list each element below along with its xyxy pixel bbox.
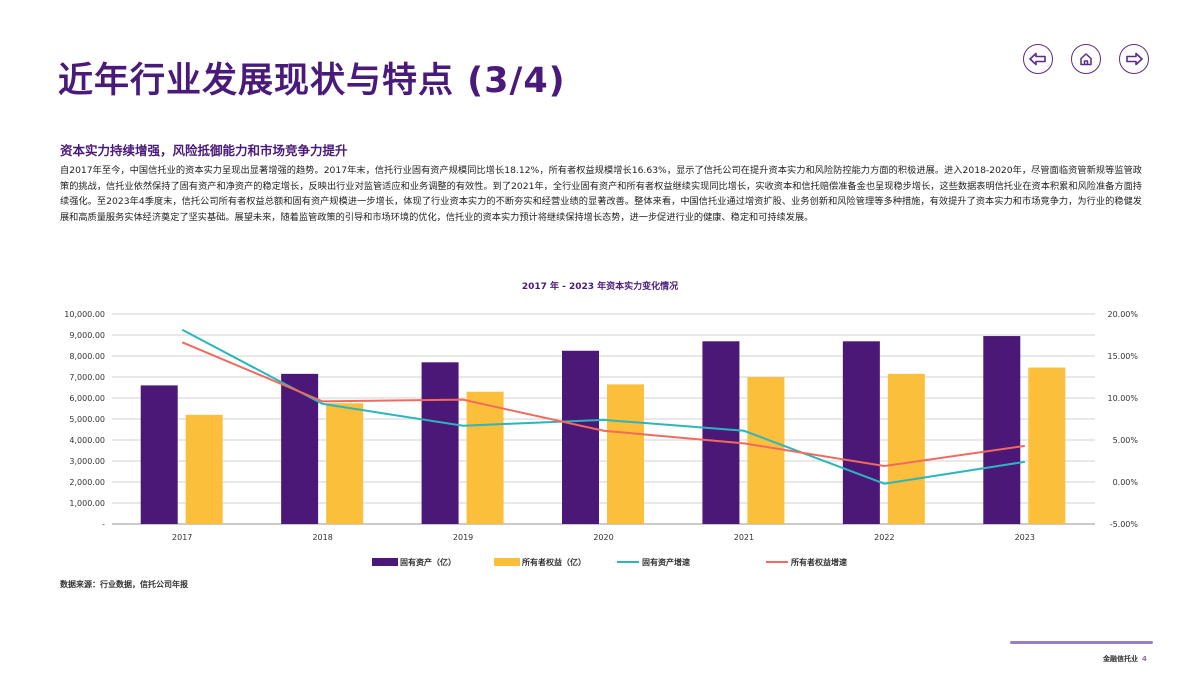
bar-owners-equity [466,391,504,524]
footer-divider [1010,641,1153,644]
legend-swatch [372,558,398,566]
arrow-left-icon [1029,52,1046,66]
home-icon [1080,53,1092,66]
chart-title: 2017 年 - 2023 年资本实力变化情况 [521,282,679,292]
footer-brand: 金融信托业 [1103,655,1138,663]
right-tick-label: 20.00% [1107,310,1138,319]
x-tick-label: 2019 [453,533,473,542]
home-button[interactable] [1071,44,1101,74]
left-tick-label: 4,000.00 [69,436,105,445]
left-tick-label: 10,000.00 [64,310,105,319]
legend-label: 固有资产（亿） [400,557,456,567]
left-tick-label: 3,000.00 [69,457,105,466]
data-source: 数据来源：行业数据，信托公司年报 [60,580,188,589]
legend-label: 所有者权益（亿） [521,557,586,567]
x-tick-label: 2017 [172,533,192,542]
left-tick-label: 5,000.00 [69,415,105,424]
right-tick-label: 15.00% [1107,352,1138,361]
bar-fixed-assets [562,350,599,524]
bar-owners-equity [607,384,644,524]
bar-owners-equity [1028,367,1066,524]
page-title: 近年行业发展现状与特点 (3/4) [58,61,566,101]
left-tick-label: 6,000.00 [69,394,105,403]
footer: 金融信托业 4 [1103,654,1147,664]
right-tick-label: 10.00% [1107,394,1138,403]
x-tick-label: 2018 [312,533,332,542]
left-tick-label: 9,000.00 [69,331,105,340]
bar-owners-equity [185,414,223,524]
right-tick-label: -5.00% [1110,520,1139,529]
bar-owners-equity [747,377,785,524]
right-tick-label: 5.00% [1113,436,1139,445]
x-tick-label: 2023 [1015,533,1035,542]
bar-fixed-assets [421,362,459,524]
bar-owners-equity [326,403,364,524]
legend-swatch [494,558,520,566]
bar-fixed-assets [140,385,178,524]
forward-button[interactable] [1119,44,1149,74]
section-subtitle: 资本实力持续增强，风险抵御能力和市场竞争力提升 [60,143,348,158]
section-paragraph: 自2017年至今，中国信托业的资本实力呈现出显著增强的趋势。2017年末，信托行… [60,165,1142,223]
left-tick-label: 7,000.00 [69,373,105,382]
bar-fixed-assets [983,336,1021,524]
x-tick-label: 2020 [593,533,613,542]
bar-owners-equity [887,373,925,524]
nav-buttons [1023,44,1149,74]
arrow-right-icon [1126,52,1143,66]
bar-fixed-assets [702,341,740,524]
bar-fixed-assets [842,341,880,524]
left-tick-label: 8,000.00 [69,352,105,361]
page-number: 4 [1142,655,1147,663]
x-tick-label: 2021 [734,533,754,542]
right-tick-label: 0.00% [1113,478,1139,487]
legend-label: 所有者权益增速 [790,557,847,567]
left-tick-label: - [102,520,105,529]
back-button[interactable] [1023,44,1053,74]
left-tick-label: 1,000.00 [69,499,105,508]
legend-label: 固有资产增速 [642,557,690,567]
x-tick-label: 2022 [874,533,894,542]
left-tick-label: 2,000.00 [69,478,105,487]
